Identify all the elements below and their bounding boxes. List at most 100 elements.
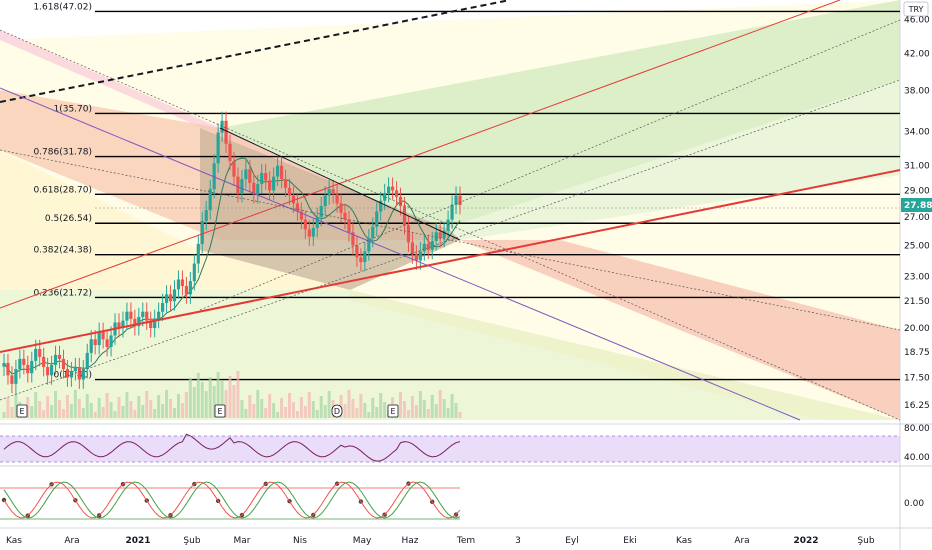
volume-bars [2, 371, 462, 418]
candle-body [6, 362, 10, 376]
candle-body [402, 206, 407, 226]
event-marker: E [214, 404, 226, 418]
osc-fast-line [3, 481, 461, 519]
candle-body [46, 367, 50, 376]
volume-bar [422, 400, 426, 418]
candle-body [335, 194, 339, 204]
price-tick-label: 27.00 [904, 213, 930, 223]
candle-body [176, 279, 181, 290]
price-tick-label: 18.75 [904, 348, 930, 358]
candle-body [295, 203, 300, 212]
volume-bar [458, 412, 462, 418]
volume-bar [363, 403, 367, 418]
price-tick-label: 17.50 [904, 373, 930, 383]
volume-bar [450, 394, 454, 418]
band-lower-yellow [350, 290, 900, 420]
volume-bar [188, 378, 192, 418]
volume-bar [248, 395, 252, 418]
volume-bar [232, 385, 236, 418]
volume-bar [220, 381, 224, 418]
candle-body [355, 245, 359, 258]
volume-bar [77, 399, 81, 418]
candle-body [224, 120, 228, 144]
event-marker-box [16, 404, 28, 418]
osc-tick-label: 0.00 [904, 499, 924, 509]
volume-bar [264, 408, 268, 418]
rsi-band [0, 436, 900, 462]
candle-body [34, 348, 38, 361]
volume-bar [303, 406, 307, 418]
fib-level-label: 0.786(31.78) [33, 148, 92, 158]
candle-body [363, 251, 367, 263]
volume-bar [228, 376, 232, 418]
trend-lines [0, 0, 901, 421]
volume-bar [141, 405, 145, 418]
candle-body [244, 169, 248, 180]
candle-body [276, 165, 280, 177]
candle-body [256, 184, 260, 195]
volume-bar [101, 407, 105, 418]
volume-bar [438, 390, 442, 418]
candle-body [188, 281, 192, 295]
osc-slow-line [3, 481, 461, 519]
candle-body [180, 279, 185, 287]
price-tick-label: 34.00 [904, 128, 930, 138]
volume-bar [34, 392, 38, 418]
currency-badge: TRY [903, 1, 929, 17]
current-price-tag: 27.88 [901, 198, 932, 213]
time-tick-label: Nis [293, 536, 307, 546]
candle-body [410, 242, 415, 255]
dashed-trendline [0, 0, 511, 103]
band-bottom-green [0, 290, 900, 420]
candle-body [390, 186, 395, 191]
volume-bar [93, 412, 97, 418]
volume-bar [157, 395, 161, 418]
volume-bar [180, 403, 184, 418]
candle-body [157, 311, 161, 319]
volume-bar [272, 403, 276, 418]
volume-bar [6, 398, 10, 418]
candle-body [331, 189, 335, 195]
price-tick-label: 20.00 [904, 324, 930, 334]
candle-body [73, 367, 77, 372]
candle-body [387, 186, 391, 193]
candle-body [117, 322, 121, 329]
time-tick-label: 2022 [793, 536, 818, 546]
candle-body [168, 294, 173, 302]
candle-body [418, 251, 422, 261]
candle-body [438, 232, 442, 239]
candle-body [184, 286, 188, 295]
volume-bar [371, 398, 375, 418]
event-marker-box [387, 404, 399, 418]
candle-body [240, 179, 244, 193]
candle-body [26, 364, 30, 374]
candle-body [430, 240, 434, 250]
candle-body [57, 354, 62, 359]
volume-bar [268, 394, 272, 418]
volume-bar [46, 396, 50, 418]
volume-bar [26, 397, 30, 418]
candle-body [287, 187, 292, 196]
candle-body [303, 219, 307, 230]
channel-rising-dotted [0, 79, 901, 401]
candle-body [22, 358, 26, 365]
volume-bar [256, 390, 260, 418]
candle-body [279, 165, 284, 180]
candle-body [252, 182, 256, 195]
candle-body [268, 180, 272, 191]
time-tick-label: May [353, 536, 372, 546]
volume-bar [14, 393, 18, 418]
candle-body [454, 195, 458, 205]
candle-body [319, 206, 323, 217]
volume-bar [315, 410, 319, 418]
volume-bar [454, 403, 458, 418]
volume-bar [192, 387, 196, 418]
candle-body [307, 229, 311, 237]
price-tick-label: 29.00 [904, 186, 930, 196]
volume-bar [30, 406, 34, 418]
volume-bar [149, 400, 153, 418]
volume-bar [359, 394, 363, 418]
